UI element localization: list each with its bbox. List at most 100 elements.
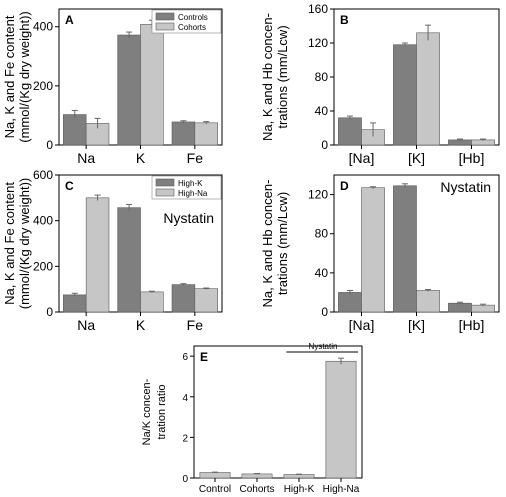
bar xyxy=(117,34,141,146)
y-axis-label: Na, K and Fe content (mmol/(Kg dry weight… xyxy=(2,178,32,309)
y-tick-label: 200 xyxy=(33,259,53,273)
y-axis-label-line: Na, K and Fe content xyxy=(2,182,17,305)
bar xyxy=(338,292,362,313)
x-tick-label: [Hb] xyxy=(459,150,485,166)
bar xyxy=(471,304,495,313)
y-tick-label: 0 xyxy=(321,138,328,152)
x-tick-label: [Na] xyxy=(349,150,375,166)
bar xyxy=(416,32,440,146)
y-tick-label: 6 xyxy=(182,352,188,363)
x-tick-label: [Na] xyxy=(349,317,375,333)
x-tick-label: High-K xyxy=(284,484,315,495)
legend-swatch xyxy=(155,188,175,197)
x-tick-label: Na xyxy=(77,317,95,333)
x-tick-label: Na xyxy=(77,150,95,166)
bar xyxy=(140,291,164,313)
y-axis-label-line: trations (mm/Lcw) xyxy=(275,192,290,295)
y-axis-label-line: Na, K and Fe content xyxy=(2,15,17,138)
annotation-text: Nystatin xyxy=(163,210,214,226)
y-axis-label: Na, K and Hb concen-trations (mm/Lcw) xyxy=(260,13,290,141)
bar xyxy=(241,473,273,479)
y-axis-label-line: Na/K concen- xyxy=(141,378,153,445)
panel-label: E xyxy=(200,350,208,364)
legend-swatch xyxy=(155,178,175,187)
bar xyxy=(361,187,385,313)
y-tick-label: 4 xyxy=(182,393,188,404)
legend-label: Controls xyxy=(178,13,208,22)
bar xyxy=(283,474,315,479)
bar xyxy=(393,185,417,313)
panel-label: D xyxy=(340,179,349,193)
bar xyxy=(199,472,231,479)
x-tick-label: K xyxy=(136,150,146,166)
y-tick-label: 120 xyxy=(308,36,328,50)
x-tick-label: Fe xyxy=(187,317,204,333)
legend-label: High-K xyxy=(178,179,203,188)
bar xyxy=(194,288,218,313)
bar xyxy=(393,44,417,146)
y-tick-label: 120 xyxy=(308,188,328,202)
y-tick-label: 400 xyxy=(33,214,53,228)
y-axis-label-line: Na, K and Hb concen- xyxy=(260,13,275,141)
legend-swatch xyxy=(155,12,175,21)
legend-label: High-Na xyxy=(178,189,208,198)
y-axis-label-line: (mmol/(Kg dry weight)) xyxy=(17,178,32,309)
bar xyxy=(338,117,362,146)
y-axis-label-line: (mmol/(Kg dry weight)) xyxy=(17,11,32,142)
y-axis-label: Na/K concen-tration ratio xyxy=(141,378,168,445)
y-tick-label: 80 xyxy=(315,227,329,241)
x-tick-label: High-Na xyxy=(323,484,360,495)
annotation-text: Nystatin xyxy=(309,342,338,351)
plot-frame xyxy=(193,345,363,479)
panel-label: B xyxy=(340,13,349,27)
x-tick-label: Cohorts xyxy=(239,484,274,495)
y-axis-label: Na, K and Hb concen-trations (mm/Lcw) xyxy=(260,180,290,308)
panel-e: E 0 2 4 6 Na/K concen-tration ratio Control Coh… xyxy=(141,342,363,495)
panel-label: C xyxy=(65,179,74,193)
y-axis-label-line: trations (mm/Lcw) xyxy=(275,25,290,128)
y-tick-label: 600 xyxy=(33,168,53,182)
y-tick-label: 40 xyxy=(315,266,329,280)
bar xyxy=(63,114,87,146)
bar xyxy=(325,360,357,479)
y-tick-label: 160 xyxy=(308,2,328,16)
panel-label: A xyxy=(65,13,74,27)
bar xyxy=(117,207,141,313)
x-tick-label: [K] xyxy=(408,317,425,333)
y-tick-label: 400 xyxy=(33,20,53,34)
y-tick-label: 200 xyxy=(33,79,53,93)
legend-swatch xyxy=(155,22,175,31)
panel-b: B 0 40 80 120 160 Na, K and Hb concen-trations… xyxy=(260,2,500,166)
bar xyxy=(85,197,110,313)
legend-label: Cohorts xyxy=(178,23,206,32)
annotation-text: Nystatin xyxy=(440,179,491,195)
x-tick-label: [K] xyxy=(408,150,425,166)
bar xyxy=(171,121,196,146)
y-axis-label-line: tration ratio xyxy=(156,384,168,439)
y-tick-label: 2 xyxy=(182,433,188,444)
bar xyxy=(416,290,440,313)
x-tick-label: Fe xyxy=(187,150,204,166)
panel-d: D 0 40 80 120 Na, K and Hb concen-trations (m… xyxy=(260,174,500,333)
y-axis-label-line: Na, K and Hb concen- xyxy=(260,180,275,308)
y-axis-label: Na, K and Fe content (mmol/(Kg dry weight… xyxy=(2,11,32,142)
bar xyxy=(448,302,472,313)
bar xyxy=(63,294,87,313)
y-tick-label: 0 xyxy=(321,305,328,319)
y-tick-label: 40 xyxy=(315,104,329,118)
y-tick-label: 80 xyxy=(315,70,329,84)
y-tick-label: 0 xyxy=(182,474,188,485)
x-tick-label: Control xyxy=(199,484,231,495)
bar xyxy=(194,122,218,146)
y-tick-label: 0 xyxy=(46,138,53,152)
bar xyxy=(171,284,196,313)
bar xyxy=(140,24,164,146)
x-tick-label: K xyxy=(136,317,146,333)
y-tick-label: 0 xyxy=(46,305,53,319)
x-tick-label: [Hb] xyxy=(459,317,485,333)
